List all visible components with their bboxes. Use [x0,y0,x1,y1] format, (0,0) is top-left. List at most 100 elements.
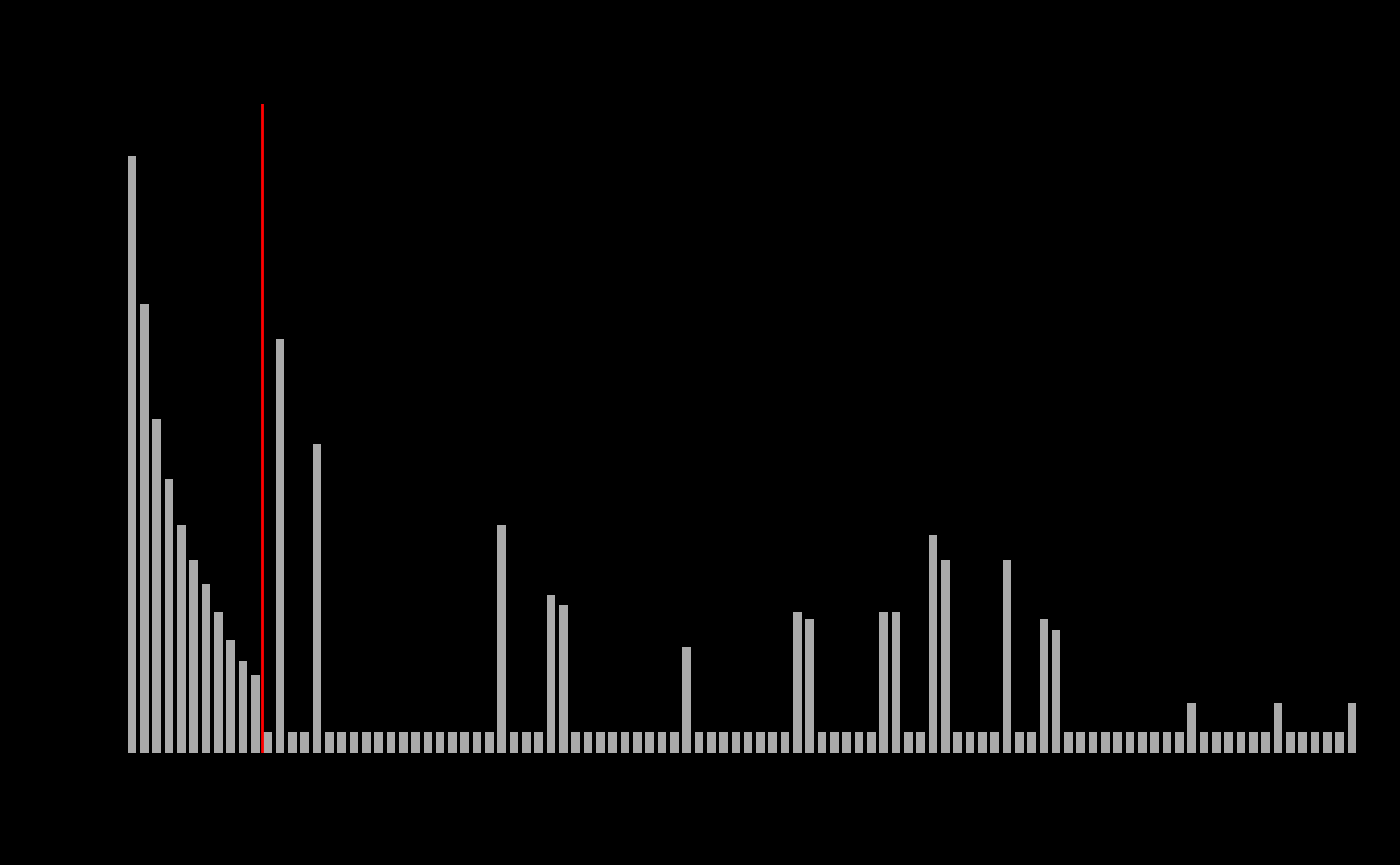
Bar [1138,732,1147,753]
Bar [620,732,629,753]
Bar [682,647,690,753]
Bar [1212,732,1221,753]
Bar [805,619,813,753]
Bar [350,732,358,753]
Bar [953,732,962,753]
Bar [584,732,592,753]
Bar [892,612,900,753]
Bar [435,732,444,753]
Bar [1323,732,1331,753]
Bar [1348,703,1357,753]
Bar [658,732,666,753]
Bar [325,732,333,753]
Bar [1077,732,1085,753]
Bar [412,732,420,753]
Bar [189,560,197,753]
Bar [1002,560,1011,753]
Bar [1187,703,1196,753]
Bar [843,732,851,753]
Bar [1064,732,1072,753]
Bar [251,676,259,753]
Bar [671,732,679,753]
Bar [904,732,913,753]
Bar [743,732,752,753]
Bar [1236,732,1245,753]
Bar [1040,619,1049,753]
Bar [559,606,567,753]
Bar [941,560,949,753]
Bar [399,732,407,753]
Bar [571,732,580,753]
Bar [756,732,764,753]
Bar [276,339,284,753]
Bar [337,732,346,753]
Bar [363,732,371,753]
Bar [794,612,802,753]
Bar [979,732,987,753]
Bar [202,584,210,753]
Bar [140,304,148,753]
Bar [1051,630,1060,753]
Bar [288,732,297,753]
Bar [1102,732,1110,753]
Bar [707,732,715,753]
Bar [1287,732,1295,753]
Bar [633,732,641,753]
Bar [165,479,174,753]
Bar [461,732,469,753]
Bar [386,732,395,753]
Bar [153,420,161,753]
Bar [966,732,974,753]
Bar [1298,732,1306,753]
Bar [1089,732,1098,753]
Bar [535,732,543,753]
Bar [990,732,998,753]
Bar [917,732,925,753]
Bar [312,444,321,753]
Bar [497,524,505,753]
Bar [720,732,728,753]
Bar [1028,732,1036,753]
Bar [374,732,382,753]
Bar [694,732,703,753]
Bar [818,732,826,753]
Bar [1126,732,1134,753]
Bar [178,524,186,753]
Bar [1336,732,1344,753]
Bar [1225,732,1233,753]
Bar [855,732,864,753]
Bar [473,732,482,753]
Bar [486,732,494,753]
Bar [781,732,790,753]
Bar [1310,732,1319,753]
Bar [1113,732,1121,753]
Bar [1015,732,1023,753]
Bar [1261,732,1270,753]
Bar [928,535,937,753]
Bar [522,732,531,753]
Bar [769,732,777,753]
Bar [609,732,617,753]
Bar [732,732,741,753]
Bar [301,732,309,753]
Bar [510,732,518,753]
Bar [239,662,248,753]
Bar [424,732,433,753]
Bar [1163,732,1172,753]
Bar [830,732,839,753]
Bar [1200,732,1208,753]
Bar [1175,732,1183,753]
Bar [879,612,888,753]
Bar [1249,732,1257,753]
Bar [227,640,235,753]
Bar [596,732,605,753]
Bar [547,595,556,753]
Bar [448,732,456,753]
Bar [263,732,272,753]
Bar [645,732,654,753]
Bar [1274,703,1282,753]
Bar [867,732,875,753]
Bar [1151,732,1159,753]
Bar [214,612,223,753]
Bar [127,157,136,753]
